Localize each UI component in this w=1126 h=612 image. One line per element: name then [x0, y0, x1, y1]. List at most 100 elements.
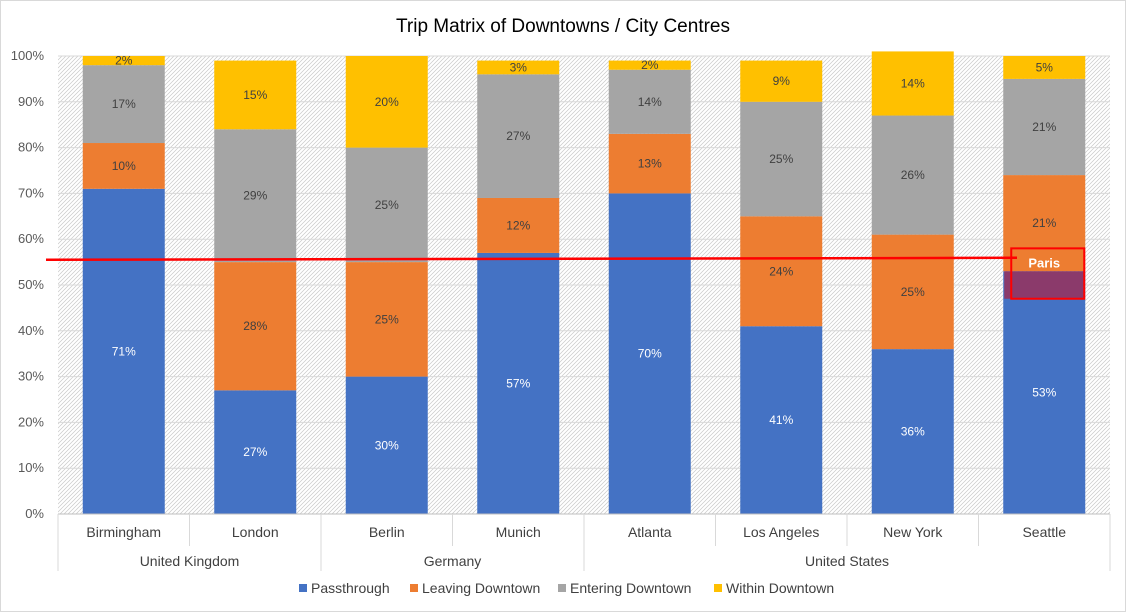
bar-segment-passthrough-los-angeles — [740, 326, 823, 514]
data-label-leaving-downtown-berlin: 25% — [375, 312, 399, 326]
group-label-germany: Germany — [424, 553, 482, 569]
data-label-within-downtown-los-angeles: 9% — [773, 74, 791, 88]
category-label-atlanta: Atlanta — [628, 524, 672, 540]
legend-item-within-downtown: Within Downtown — [714, 580, 834, 596]
bar-segment-leaving-downtown-atlanta — [608, 133, 691, 194]
bar-segment-entering-downtown-new-york — [871, 115, 954, 235]
y-tick-label: 100% — [11, 48, 45, 63]
bar-segment-entering-downtown-berlin — [345, 147, 428, 263]
data-label-within-downtown-seattle: 5% — [1036, 60, 1054, 74]
legend-label-entering-downtown: Entering Downtown — [570, 580, 691, 596]
data-label-within-downtown-new-york: 14% — [901, 76, 925, 90]
group-label-united-states: United States — [805, 553, 889, 569]
bar-segment-entering-downtown-atlanta — [608, 69, 691, 134]
bar-segment-leaving-downtown-seattle — [1003, 175, 1086, 272]
bar-segment-passthrough-munich — [477, 252, 560, 514]
data-label-within-downtown-london: 15% — [243, 88, 267, 102]
y-tick-label: 90% — [18, 94, 44, 109]
legend-item-leaving-downtown: Leaving Downtown — [410, 580, 540, 596]
y-tick-label: 80% — [18, 140, 44, 155]
y-tick-label: 40% — [18, 323, 44, 338]
data-label-entering-downtown-berlin: 25% — [375, 198, 399, 212]
data-label-entering-downtown-seattle: 21% — [1032, 120, 1056, 134]
bar-segment-within-downtown-berlin — [345, 56, 428, 148]
legend-swatch-leaving-downtown — [410, 584, 418, 592]
data-label-passthrough-atlanta: 70% — [638, 347, 662, 361]
category-label-seattle: Seattle — [1022, 524, 1066, 540]
legend-item-passthrough: Passthrough — [299, 580, 390, 596]
bar-segment-leaving-downtown-berlin — [345, 262, 428, 377]
y-tick-label: 50% — [18, 277, 44, 292]
y-tick-label: 60% — [18, 231, 44, 246]
bar-segment-within-downtown-los-angeles — [740, 60, 823, 102]
bar-segment-within-downtown-munich — [477, 60, 560, 75]
data-label-leaving-downtown-atlanta: 13% — [638, 157, 662, 171]
data-label-leaving-downtown-munich: 12% — [506, 218, 530, 232]
highlight-fill — [1004, 271, 1085, 299]
legend-swatch-passthrough — [299, 584, 307, 592]
bar-segment-within-downtown-london — [214, 60, 297, 130]
bar-segments — [82, 51, 1086, 514]
data-label-entering-downtown-atlanta: 14% — [638, 95, 662, 109]
legend-swatch-entering-downtown — [558, 584, 566, 592]
bar-segment-within-downtown-seattle — [1003, 56, 1086, 79]
y-tick-label: 10% — [18, 460, 44, 475]
highlight-label: Paris — [1028, 256, 1060, 271]
data-label-entering-downtown-new-york: 26% — [901, 168, 925, 182]
category-label-munich: Munich — [496, 524, 541, 540]
bar-segment-leaving-downtown-london — [214, 262, 297, 391]
highlight-box — [1010, 247, 1086, 300]
legend-label-leaving-downtown: Leaving Downtown — [422, 580, 540, 596]
data-label-leaving-downtown-new-york: 25% — [901, 285, 925, 299]
bar-segment-within-downtown-birmingham — [82, 56, 165, 66]
data-label-passthrough-london: 27% — [243, 445, 267, 459]
data-label-within-downtown-birmingham: 2% — [115, 54, 133, 68]
segment-data-labels: 71% 10% 17% 2% 27% 28% 29% 15% 30% 25% 25% 20% 57% 12… — [112, 54, 1057, 460]
data-label-entering-downtown-munich: 27% — [506, 129, 530, 143]
data-label-passthrough-berlin: 30% — [375, 438, 399, 452]
legend: Passthrough Leaving Downtown Entering Down… — [299, 580, 834, 596]
annotations: Paris — [45, 247, 1086, 300]
data-label-entering-downtown-birmingham: 17% — [112, 97, 136, 111]
bar-segment-leaving-downtown-birmingham — [82, 143, 165, 189]
bar-segment-entering-downtown-seattle — [1003, 78, 1086, 176]
data-label-leaving-downtown-birmingham: 10% — [112, 159, 136, 173]
category-label-new-york: New York — [883, 524, 943, 540]
data-label-passthrough-birmingham: 71% — [112, 344, 136, 358]
bar-segment-entering-downtown-birmingham — [82, 65, 165, 144]
data-label-within-downtown-atlanta: 2% — [641, 58, 659, 72]
bar-segment-passthrough-london — [214, 390, 297, 514]
data-label-within-downtown-berlin: 20% — [375, 95, 399, 109]
legend-swatch-within-downtown — [714, 584, 722, 592]
data-label-passthrough-munich: 57% — [506, 376, 530, 390]
data-label-entering-downtown-los-angeles: 25% — [769, 152, 793, 166]
bar-segment-leaving-downtown-new-york — [871, 234, 954, 350]
bar-segment-leaving-downtown-munich — [477, 197, 560, 253]
legend-label-within-downtown: Within Downtown — [726, 580, 834, 596]
category-label-berlin: Berlin — [369, 524, 405, 540]
bar-segment-passthrough-birmingham — [82, 188, 165, 514]
bar-segment-entering-downtown-los-angeles — [740, 101, 823, 217]
data-label-passthrough-new-york: 36% — [901, 425, 925, 439]
reference-line — [45, 256, 1018, 262]
data-label-passthrough-seattle: 53% — [1032, 386, 1056, 400]
category-axis: Birmingham London Berlin Munich Atlanta Los A… — [57, 513, 1111, 571]
category-label-birmingham: Birmingham — [86, 524, 161, 540]
data-label-within-downtown-munich: 3% — [510, 60, 528, 74]
bar-segment-entering-downtown-london — [214, 129, 297, 263]
group-label-united-kingdom: United Kingdom — [140, 553, 240, 569]
y-tick-label: 0% — [25, 506, 44, 521]
category-label-los-angeles: Los Angeles — [743, 524, 819, 540]
data-label-entering-downtown-london: 29% — [243, 189, 267, 203]
y-tick-label: 70% — [18, 185, 44, 200]
legend-item-entering-downtown: Entering Downtown — [558, 580, 691, 596]
bar-segment-entering-downtown-munich — [477, 74, 560, 198]
chart-title: Trip Matrix of Downtowns / City Centres — [396, 16, 730, 37]
bar-segment-leaving-downtown-los-angeles — [740, 216, 823, 327]
y-tick-label: 20% — [18, 414, 44, 429]
data-label-leaving-downtown-london: 28% — [243, 319, 267, 333]
bar-segment-within-downtown-atlanta — [608, 60, 691, 70]
data-label-leaving-downtown-los-angeles: 24% — [769, 264, 793, 278]
y-axis-tick-labels: 0% 10% 20% 30% 40% 50% 60% 70% 80% 90% 100% — [11, 48, 45, 521]
